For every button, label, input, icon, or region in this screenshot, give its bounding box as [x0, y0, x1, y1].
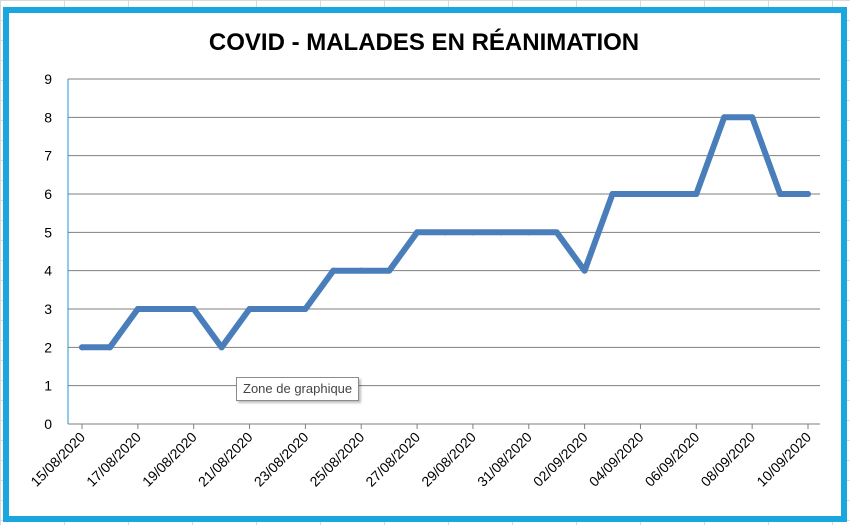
series-layer — [79, 114, 811, 351]
data-point[interactable] — [106, 344, 113, 351]
chart-area[interactable] — [3, 7, 847, 522]
y-tick-label: 5 — [44, 224, 52, 240]
data-point[interactable] — [386, 267, 393, 274]
data-point[interactable] — [134, 306, 141, 312]
data-point[interactable] — [302, 306, 309, 312]
data-point[interactable] — [246, 306, 253, 312]
y-tick-label: 1 — [44, 378, 52, 394]
y-tick-label: 3 — [44, 301, 52, 317]
x-tick-label: 23/08/2020 — [251, 429, 312, 490]
y-axis-ticks: 0 1 2 3 4 5 6 7 8 9 — [44, 71, 52, 432]
y-tick-label: 7 — [44, 148, 52, 164]
data-point[interactable] — [469, 229, 476, 236]
y-tick-label: 2 — [44, 339, 52, 355]
x-tick-label: 10/09/2020 — [753, 429, 814, 490]
y-tick-label: 4 — [44, 263, 52, 279]
x-tick-label: 29/08/2020 — [418, 429, 479, 490]
x-tick-label: 08/09/2020 — [697, 429, 758, 490]
data-point[interactable] — [525, 229, 532, 236]
data-point[interactable] — [693, 191, 700, 197]
data-point[interactable] — [414, 229, 421, 236]
x-axis-ticks: 15/08/202017/08/202019/08/202021/08/2020… — [27, 424, 814, 490]
x-tick-label: 15/08/2020 — [27, 429, 88, 490]
x-tick-label: 19/08/2020 — [139, 429, 200, 490]
data-point[interactable] — [553, 229, 560, 236]
data-point[interactable] — [162, 306, 169, 312]
x-tick-label: 31/08/2020 — [474, 429, 535, 490]
chart-title: COVID - MALADES EN RÉANIMATION — [209, 28, 639, 56]
data-point[interactable] — [79, 344, 85, 351]
x-tick-label: 25/08/2020 — [306, 429, 367, 490]
data-point[interactable] — [637, 191, 644, 197]
data-point[interactable] — [358, 267, 365, 274]
data-point[interactable] — [442, 229, 448, 236]
data-point[interactable] — [581, 267, 588, 274]
chart-area-tooltip: Zone de graphique — [236, 377, 360, 401]
y-tick-label: 6 — [44, 186, 52, 202]
data-point[interactable] — [190, 306, 197, 312]
x-tick-label: 04/09/2020 — [586, 429, 647, 490]
data-point[interactable] — [805, 191, 811, 197]
data-point[interactable] — [777, 191, 784, 197]
y-tick-label: 9 — [44, 71, 52, 87]
data-point[interactable] — [218, 344, 225, 351]
x-tick-label: 02/09/2020 — [530, 429, 591, 490]
gridlines — [67, 78, 820, 425]
x-tick-label: 06/09/2020 — [642, 429, 703, 490]
y-tick-label: 8 — [44, 109, 52, 125]
data-point[interactable] — [330, 267, 337, 274]
x-tick-label: 17/08/2020 — [83, 429, 144, 490]
y-tick-label: 0 — [44, 416, 52, 432]
data-point[interactable] — [274, 306, 281, 312]
data-point[interactable] — [665, 191, 672, 197]
data-point[interactable] — [609, 191, 616, 197]
x-tick-label: 27/08/2020 — [362, 429, 423, 490]
data-point[interactable] — [749, 114, 756, 121]
x-tick-label: 21/08/2020 — [195, 429, 256, 490]
data-point[interactable] — [721, 114, 728, 121]
data-point[interactable] — [497, 229, 504, 236]
